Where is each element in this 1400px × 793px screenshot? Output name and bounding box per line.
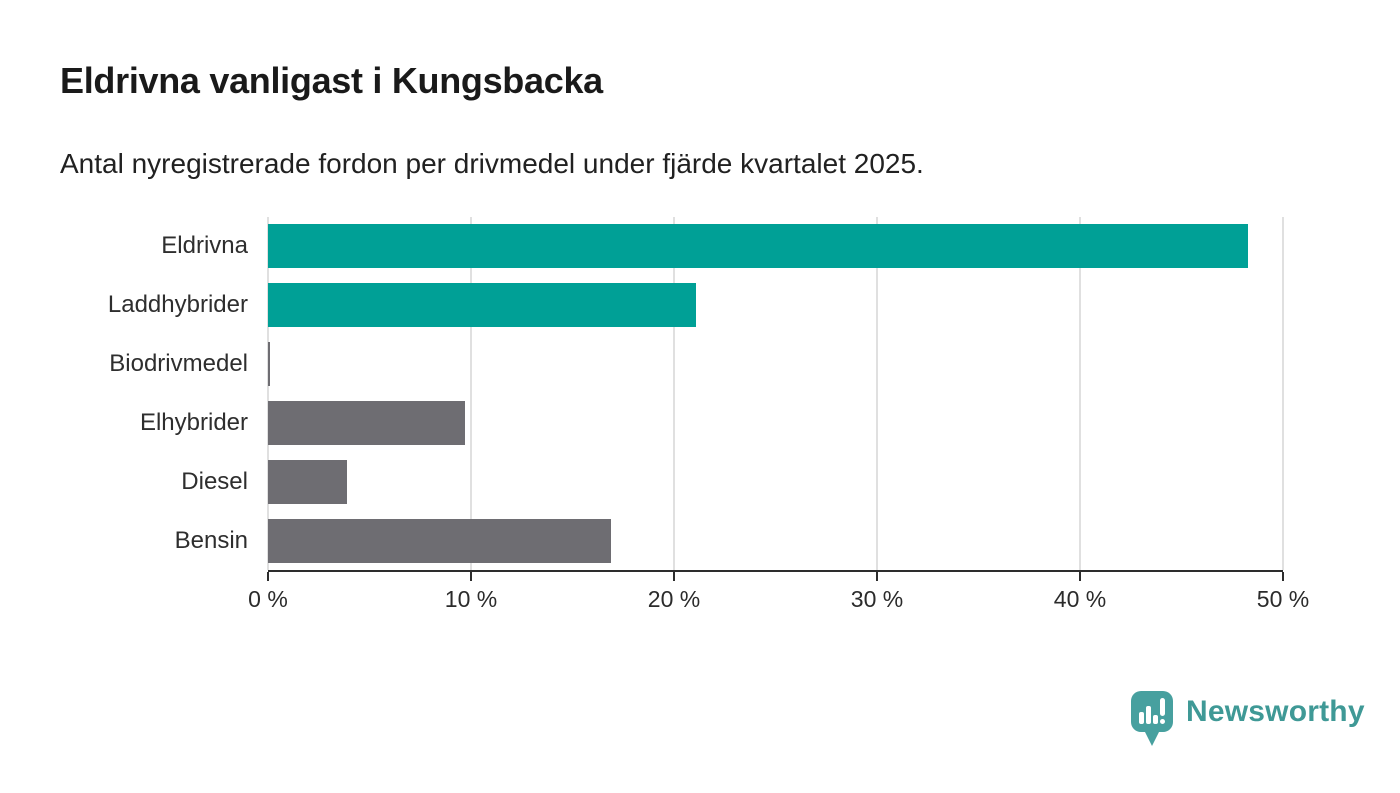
gridline-50: [1282, 217, 1284, 570]
logo-pin-shape: [1131, 691, 1173, 746]
logo-bar-3: [1153, 715, 1158, 724]
chart-subtitle: Antal nyregistrerade fordon per drivmede…: [60, 148, 924, 179]
brand-footer: Newsworthy: [1130, 690, 1365, 750]
category-label-diesel: Diesel: [181, 467, 248, 495]
logo-exclamation-line: [1160, 698, 1165, 716]
logo-bar-2: [1146, 706, 1151, 724]
plot-area: [267, 217, 1284, 572]
category-labels: Eldrivna Laddhybrider Biodrivmedel Elhybrid…: [0, 217, 248, 570]
category-label-bensin: Bensin: [174, 526, 248, 554]
category-label-biodrivmedel: Biodrivmedel: [109, 350, 248, 378]
axis-tick-30: [876, 572, 878, 581]
axis-tick-label-40: 40 %: [1053, 586, 1107, 612]
axis-tick-40: [1079, 572, 1081, 581]
category-label-laddhybrider: Laddhybrider: [107, 291, 248, 319]
axis-tick-label-50: 50 %: [1256, 586, 1310, 612]
brand-name: Newsworthy: [1186, 695, 1365, 728]
axis-tick-label-0: 0 %: [248, 586, 288, 612]
bar-diesel: [268, 459, 348, 504]
gridline-10: [470, 217, 472, 570]
category-label-elhybrider: Elhybrider: [139, 408, 248, 436]
axis-tick-0: [267, 572, 269, 581]
bar-laddhybrider: [268, 283, 697, 328]
chart-title: Eldrivna vanligast i Kungsbacka: [60, 60, 603, 101]
axis-tick-10: [470, 572, 472, 581]
axis-tick-50: [1282, 572, 1284, 581]
newsworthy-logo-icon: [1131, 691, 1173, 746]
x-axis: 0 % 10 % 20 % 30 % 40 % 50 %: [248, 570, 1309, 630]
bar-bensin: [268, 518, 612, 563]
gridline-0: [267, 217, 269, 570]
gridline-20: [673, 217, 675, 570]
axis-tick-20: [673, 572, 675, 581]
category-label-eldrivna: Eldrivna: [161, 232, 248, 260]
bar-elhybrider: [268, 400, 465, 445]
logo-exclamation-dot: [1160, 719, 1165, 724]
gridline-40: [1079, 217, 1081, 570]
axis-tick-label-10: 10 %: [444, 586, 498, 612]
bar-biodrivmedel: [268, 342, 271, 387]
bar-eldrivna: [268, 224, 1249, 269]
axis-tick-label-20: 20 %: [647, 586, 701, 612]
logo-bar-1: [1139, 712, 1144, 724]
gridline-30: [876, 217, 878, 570]
axis-tick-label-30: 30 %: [850, 586, 904, 612]
